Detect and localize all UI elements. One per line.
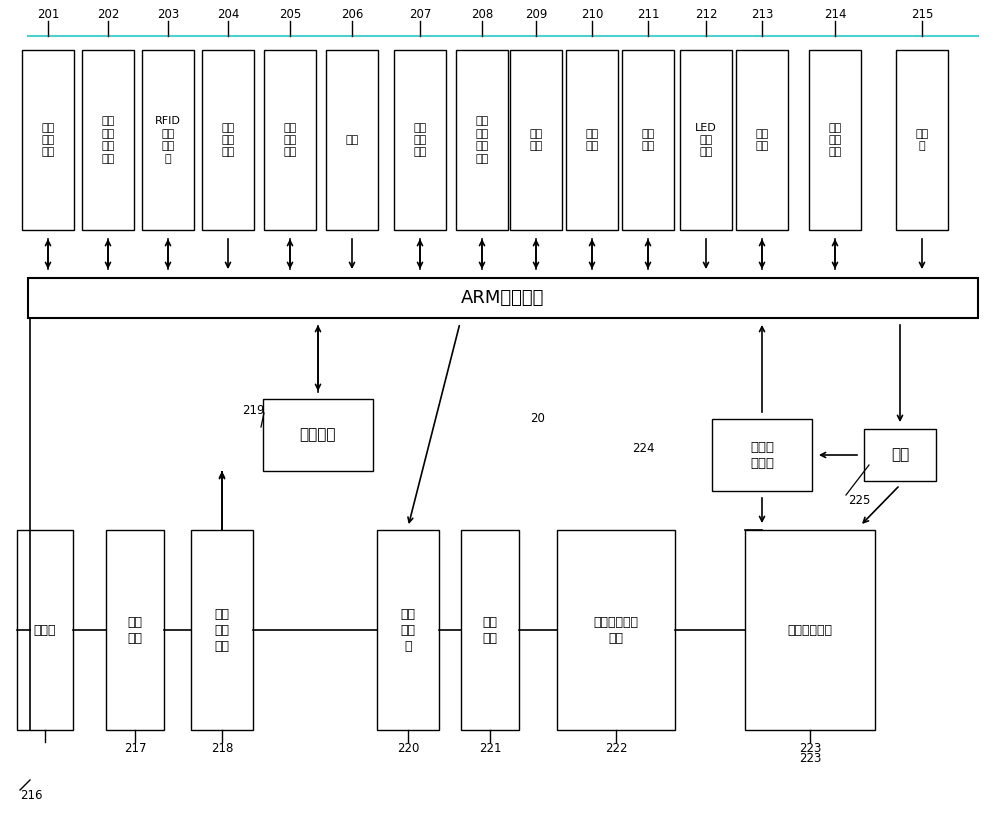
- Bar: [326, 50, 378, 230]
- Text: 远程
通信
模块: 远程 通信 模块: [413, 123, 427, 158]
- Bar: [736, 50, 788, 230]
- Bar: [510, 50, 562, 230]
- Text: 防雷
漏电
装置: 防雷 漏电 装置: [214, 608, 230, 652]
- Text: 20: 20: [530, 412, 545, 424]
- Bar: [17, 530, 73, 730]
- Text: 211: 211: [637, 7, 659, 21]
- Text: 216: 216: [20, 788, 42, 802]
- Text: 215: 215: [911, 7, 933, 21]
- Bar: [191, 530, 253, 730]
- Text: 213: 213: [751, 7, 773, 21]
- Text: 智能
充电
计费
模块: 智能 充电 计费 模块: [101, 116, 115, 164]
- Text: 202: 202: [97, 7, 119, 21]
- Bar: [377, 530, 439, 730]
- Bar: [557, 530, 675, 730]
- Text: 207: 207: [409, 7, 431, 21]
- Bar: [82, 50, 134, 230]
- Bar: [456, 50, 508, 230]
- Text: 急停
保护
模块: 急停 保护 模块: [828, 123, 842, 158]
- Bar: [142, 50, 194, 230]
- Text: 218: 218: [211, 741, 233, 754]
- Bar: [28, 278, 978, 318]
- Text: RFID
卡识
别模
块: RFID 卡识 别模 块: [155, 116, 181, 164]
- Text: 222: 222: [605, 741, 627, 754]
- Text: 光控
模块: 光控 模块: [585, 129, 599, 151]
- Bar: [461, 530, 519, 730]
- Bar: [809, 50, 861, 230]
- Text: 历史
数据
存储
模块: 历史 数据 存储 模块: [475, 116, 489, 164]
- Text: 221: 221: [479, 741, 501, 754]
- Text: 220: 220: [397, 741, 419, 754]
- Text: 205: 205: [279, 7, 301, 21]
- Bar: [896, 50, 948, 230]
- Bar: [106, 530, 164, 730]
- Text: 空气
开关: 空气 开关: [128, 616, 143, 645]
- Text: 开关: 开关: [891, 447, 909, 462]
- Bar: [22, 50, 74, 230]
- Text: 224: 224: [633, 442, 655, 455]
- Bar: [394, 50, 446, 230]
- Text: 过压过流保护
电路: 过压过流保护 电路: [594, 616, 639, 645]
- Text: 223: 223: [799, 751, 821, 764]
- Text: 交流
电表: 交流 电表: [482, 616, 498, 645]
- Bar: [680, 50, 732, 230]
- Text: 206: 206: [341, 7, 363, 21]
- Text: 定时
模块: 定时 模块: [529, 129, 543, 151]
- Text: 225: 225: [848, 494, 870, 506]
- Bar: [864, 429, 936, 481]
- Text: 210: 210: [581, 7, 603, 21]
- Bar: [263, 399, 373, 471]
- Text: 语音
功能
模块: 语音 功能 模块: [283, 123, 297, 158]
- Text: 212: 212: [695, 7, 717, 21]
- Text: 204: 204: [217, 7, 239, 21]
- Text: 208: 208: [471, 7, 493, 21]
- Bar: [622, 50, 674, 230]
- Text: 人机
交互
模块: 人机 交互 模块: [41, 123, 55, 158]
- Text: 223: 223: [799, 741, 821, 754]
- Text: 指示
灯: 指示 灯: [915, 129, 929, 151]
- Text: 214: 214: [824, 7, 846, 21]
- Text: 交流
接触
器: 交流 接触 器: [400, 608, 416, 652]
- Text: 201: 201: [37, 7, 59, 21]
- Text: 雨控
模块: 雨控 模块: [641, 129, 655, 151]
- Text: 203: 203: [157, 7, 179, 21]
- Text: 电动汽车接口: 电动汽车接口: [788, 623, 832, 637]
- Text: 217: 217: [124, 741, 146, 754]
- Text: 开关电源: 开关电源: [300, 427, 336, 442]
- Text: LED
广告
模块: LED 广告 模块: [695, 123, 717, 158]
- Bar: [264, 50, 316, 230]
- Text: 安防
模块: 安防 模块: [755, 129, 769, 151]
- Text: ARM主控单元: ARM主控单元: [461, 289, 545, 307]
- Text: 电气
防护
模块: 电气 防护 模块: [221, 123, 235, 158]
- Bar: [712, 419, 812, 491]
- Bar: [202, 50, 254, 230]
- Text: 连接检
验装置: 连接检 验装置: [750, 441, 774, 470]
- Text: 网口: 网口: [345, 135, 359, 145]
- Text: 输出端: 输出端: [34, 623, 56, 637]
- Text: 209: 209: [525, 7, 547, 21]
- Bar: [566, 50, 618, 230]
- Text: 219: 219: [242, 403, 264, 417]
- Bar: [745, 530, 875, 730]
